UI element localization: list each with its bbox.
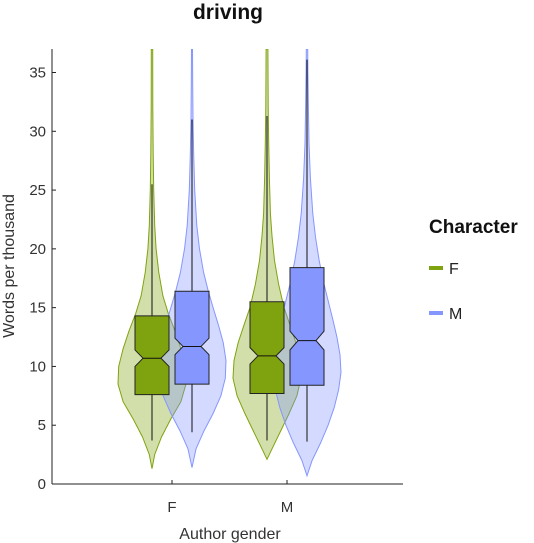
y-tick-label: 15 <box>29 300 46 317</box>
legend-title: Character <box>429 217 518 238</box>
x-tick-label: M <box>281 499 294 516</box>
legend-entries: FM <box>429 261 462 323</box>
y-tick-label: 25 <box>29 182 46 199</box>
x-axis-title: Author gender <box>179 526 281 543</box>
box-f-f <box>134 315 170 396</box>
legend-label-f: F <box>449 261 459 278</box>
y-tick-label: 10 <box>29 358 46 375</box>
chart-marks <box>117 49 342 478</box>
y-tick-label: 30 <box>29 123 46 140</box>
y-tick-label: 5 <box>38 417 46 434</box>
chart-title: driving <box>193 1 263 24</box>
y-tick-label: 20 <box>29 241 46 258</box>
box-m-f <box>174 290 210 385</box>
y-tick-label: 35 <box>29 65 46 82</box>
box-m-m <box>289 267 325 386</box>
legend-swatch-m <box>429 311 443 315</box>
legend: Character FM <box>429 217 518 323</box>
y-axis-title: Words per thousand <box>1 194 18 338</box>
legend-swatch-f <box>429 266 443 270</box>
y-axis-ticks: 0 5 10 15 20 25 30 35 <box>29 65 56 493</box>
box-f-m <box>249 301 285 394</box>
x-tick-label: F <box>167 499 176 516</box>
y-tick-label: 0 <box>38 476 46 493</box>
legend-label-m: M <box>449 306 462 323</box>
